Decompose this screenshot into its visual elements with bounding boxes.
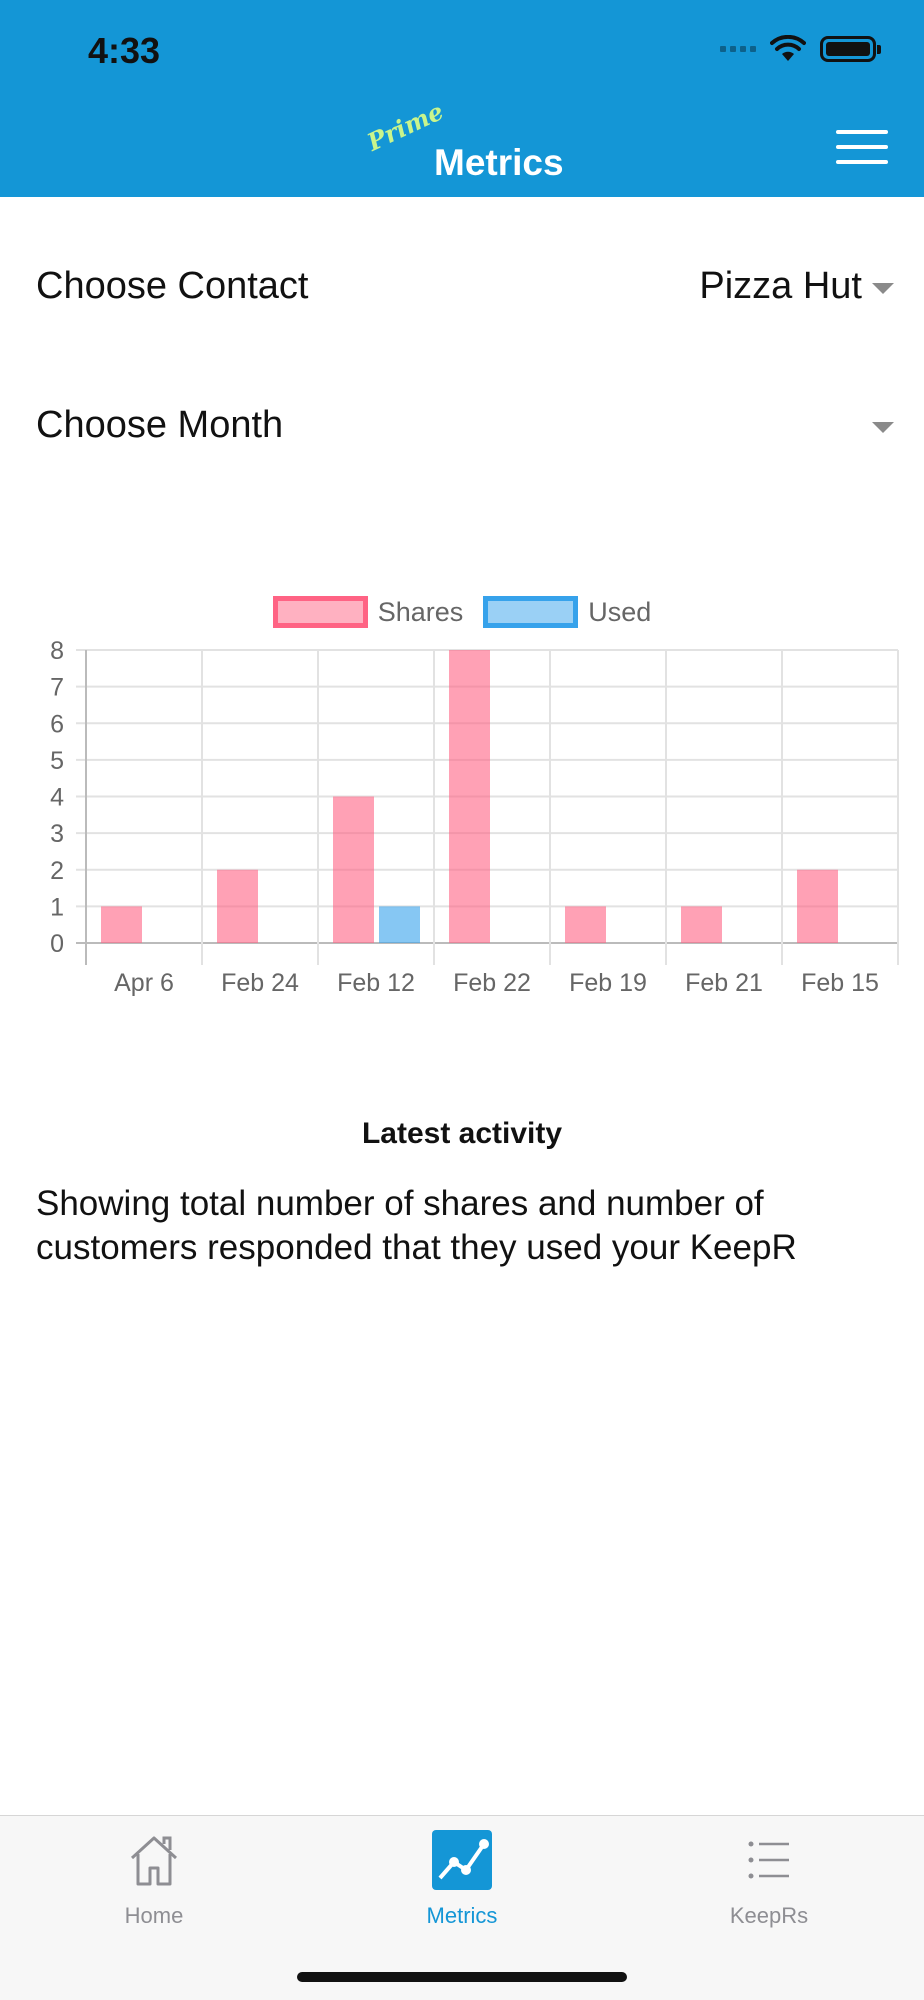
legend-swatch-used: [483, 596, 579, 628]
bar-shares: [565, 906, 606, 943]
list-icon: [748, 1841, 789, 1879]
bar-shares: [449, 650, 490, 943]
home-indicator: [297, 1972, 627, 1982]
bar-shares: [681, 906, 722, 943]
chevron-down-icon: [872, 283, 894, 294]
bar-used: [379, 906, 420, 943]
activity-description: Showing total number of shares and numbe…: [36, 1184, 797, 1267]
x-tick-label: Feb 12: [337, 969, 415, 997]
contact-dropdown[interactable]: Choose Contact Pizza Hut: [0, 245, 924, 325]
tab-home[interactable]: Home: [54, 1830, 254, 1940]
x-tick-label: Feb 21: [685, 969, 763, 997]
tab-home-label: Home: [124, 1903, 184, 1928]
y-tick-label: 2: [50, 857, 64, 885]
tab-metrics[interactable]: Metrics: [362, 1830, 562, 1940]
month-dropdown[interactable]: Choose Month: [0, 384, 924, 464]
app-header: 4:33 Prime Metrics: [0, 0, 924, 197]
page-title: Metrics: [434, 142, 564, 183]
contact-label: Choose Contact: [36, 265, 309, 307]
cellular-signal-icon: [720, 46, 756, 52]
legend-label-used: Used: [588, 596, 652, 627]
battery-icon: [820, 36, 881, 62]
chart-legend: Shares Used: [0, 596, 924, 628]
y-tick-label: 3: [50, 820, 64, 848]
y-tick-label: 4: [50, 784, 64, 812]
y-tick-label: 1: [50, 893, 64, 921]
month-label: Choose Month: [36, 404, 284, 446]
bar-shares: [101, 906, 142, 943]
wifi-icon: [770, 35, 806, 61]
legend-item-shares[interactable]: Shares: [272, 596, 464, 628]
activity-title: Latest activity: [361, 1117, 563, 1150]
bar-shares: [333, 796, 374, 943]
activity-chart: Shares Used 0 1 2 3 4 5 6 7 8 Apr 6 Feb 24 Feb 12 Fe…: [0, 580, 924, 1010]
tab-keeprs-label: KeepRs: [729, 1903, 809, 1928]
tab-bar: Home Metrics KeepRs: [0, 1815, 924, 2000]
contact-value: Pizza Hut: [699, 265, 862, 307]
bar-shares: [217, 869, 258, 943]
tab-keeprs[interactable]: KeepRs: [669, 1830, 869, 1940]
house-icon: [130, 1836, 178, 1886]
legend-item-used[interactable]: Used: [483, 596, 651, 628]
chart-plot: 0 1 2 3 4 5 6 7 8 Apr 6 Feb 24 Feb 12 Feb 22 Feb 19 Fe…: [50, 637, 899, 997]
x-tick-label: Feb 19: [569, 969, 647, 997]
x-tick-label: Feb 22: [453, 969, 531, 997]
chart-icon: [432, 1830, 492, 1890]
status-icons: [720, 34, 881, 64]
tab-metrics-label: Metrics: [426, 1903, 498, 1928]
x-tick-label: Feb 24: [221, 969, 299, 997]
y-tick-label: 8: [50, 637, 64, 665]
y-tick-label: 5: [50, 747, 64, 775]
x-tick-label: Feb 15: [801, 969, 879, 997]
y-tick-label: 0: [50, 930, 64, 958]
hamburger-menu-icon[interactable]: [836, 130, 888, 164]
legend-swatch-shares: [272, 596, 368, 628]
y-tick-label: 6: [50, 710, 64, 738]
y-tick-label: 7: [50, 674, 64, 702]
status-time: 4:33: [88, 30, 161, 71]
chevron-down-icon: [872, 422, 894, 433]
x-tick-label: Apr 6: [114, 969, 174, 997]
legend-label-shares: Shares: [377, 596, 464, 627]
bar-shares: [797, 869, 838, 943]
